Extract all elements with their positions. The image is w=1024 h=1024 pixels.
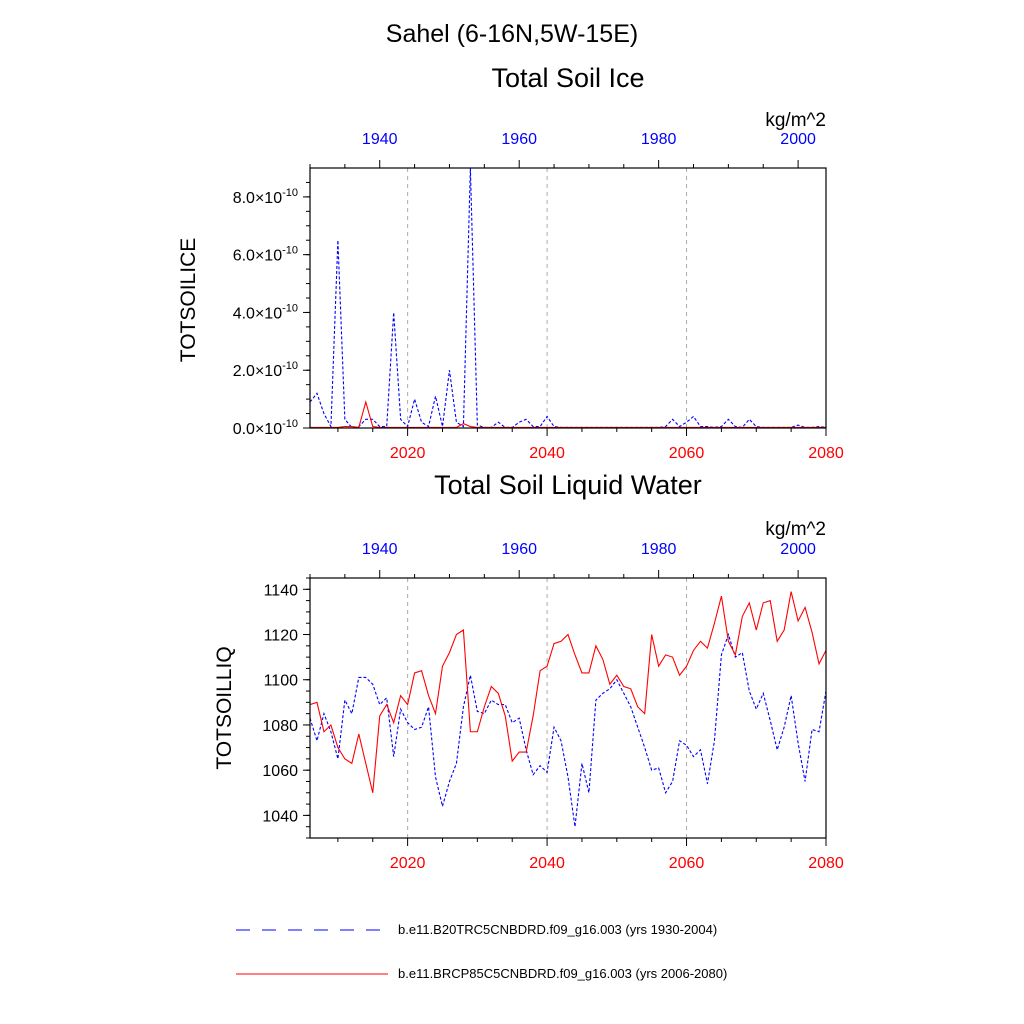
y-tick-label-soil-ice: 6.0×10-10 (233, 245, 298, 265)
units-label-soil-liquid: kg/m^2 (765, 519, 826, 540)
y-axis-label-soil-ice: TOTSOILICE (177, 238, 200, 362)
y-tick-times-ten: ×10 (255, 190, 282, 207)
series-line-soil-liquid-historical (310, 632, 826, 827)
x-tick-label-bottom-soil-liquid: 2060 (669, 855, 705, 872)
y-tick-mantissa: 0.0 (233, 421, 255, 438)
x-tick-label-top-soil-liquid: 2000 (780, 541, 816, 558)
chart-title-soil-ice: Total Soil Ice (491, 63, 644, 93)
x-tick-label-bottom-soil-ice: 2080 (808, 445, 844, 462)
series-line-soil-liquid-rcp85 (310, 591, 826, 793)
y-axis-label-soil-liquid: TOTSOILLIQ (213, 646, 236, 769)
y-tick-exponent: -10 (282, 187, 298, 199)
x-tick-label-top-soil-ice: 1960 (501, 131, 537, 148)
legend-label-rcp85: b.e11.BRCP85C5CNBDRD.f09_g16.003 (yrs 20… (398, 966, 727, 981)
y-tick-label-soil-ice: 4.0×10-10 (233, 302, 298, 322)
y-tick-times-ten: ×10 (255, 421, 282, 438)
legend: b.e11.B20TRC5CNBDRD.f09_g16.003 (yrs 193… (236, 922, 727, 981)
x-tick-label-top-soil-liquid: 1980 (641, 541, 677, 558)
x-tick-label-bottom-soil-liquid: 2080 (808, 855, 844, 872)
y-tick-exponent: -10 (282, 245, 298, 257)
x-tick-label-bottom-soil-ice: 2060 (669, 445, 705, 462)
y-tick-mantissa: 6.0 (233, 248, 255, 265)
x-tick-label-top-soil-ice: 1940 (362, 131, 398, 148)
figure-title: Sahel (6-16N,5W-15E) (386, 20, 638, 48)
y-tick-label-soil-ice: 0.0×10-10 (233, 418, 298, 438)
y-tick-label-soil-liquid: 1080 (262, 718, 298, 735)
x-tick-label-bottom-soil-liquid: 2020 (390, 855, 426, 872)
legend-label-historical: b.e11.B20TRC5CNBDRD.f09_g16.003 (yrs 193… (398, 922, 717, 937)
y-tick-mantissa: 8.0 (233, 190, 255, 207)
x-tick-label-top-soil-ice: 2000 (780, 131, 816, 148)
x-tick-label-top-soil-liquid: 1940 (362, 541, 398, 558)
y-tick-times-ten: ×10 (255, 363, 282, 380)
y-tick-label-soil-ice: 2.0×10-10 (233, 360, 298, 380)
chart-title-soil-liquid: Total Soil Liquid Water (434, 470, 702, 500)
x-tick-label-bottom-soil-ice: 2020 (390, 445, 426, 462)
y-tick-exponent: -10 (282, 302, 298, 314)
y-tick-times-ten: ×10 (255, 248, 282, 265)
plot-frame-soil-liquid (309, 577, 827, 839)
y-tick-label-soil-liquid: 1040 (262, 808, 298, 825)
y-tick-times-ten: ×10 (255, 305, 282, 322)
y-tick-exponent: -10 (282, 418, 298, 430)
x-tick-label-bottom-soil-ice: 2040 (529, 445, 565, 462)
x-tick-label-bottom-soil-liquid: 2040 (529, 855, 565, 872)
panel-soil-ice: Total Soil Ice kg/m^2 TOTSOILICE 2020 204… (177, 63, 844, 462)
x-tick-label-top-soil-liquid: 1960 (501, 541, 537, 558)
y-tick-label-soil-liquid: 1140 (264, 582, 299, 599)
x-tick-label-top-soil-ice: 1980 (641, 131, 677, 148)
y-tick-mantissa: 2.0 (233, 363, 255, 380)
y-tick-mantissa: 4.0 (233, 305, 255, 322)
units-label-soil-ice: kg/m^2 (765, 110, 826, 131)
y-tick-exponent: -10 (282, 360, 298, 372)
panel-soil-liquid: Total Soil Liquid Water kg/m^2 TOTSOILLI… (213, 470, 844, 872)
y-tick-label-soil-liquid: 1120 (264, 628, 299, 645)
y-tick-label-soil-ice: 8.0×10-10 (233, 187, 298, 207)
y-tick-label-soil-liquid: 1100 (264, 673, 299, 690)
y-tick-label-soil-liquid: 1060 (262, 763, 298, 780)
